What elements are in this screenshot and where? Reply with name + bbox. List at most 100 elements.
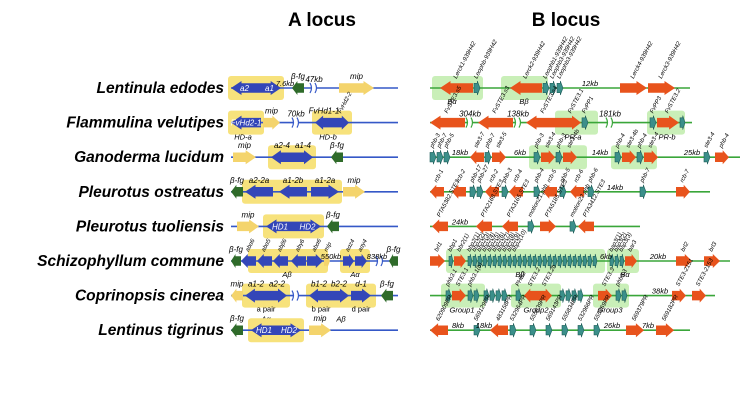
scaffold-break bbox=[291, 117, 300, 128]
locus-annotation: Aα bbox=[349, 270, 360, 279]
gene-label: PTA5185.STE3 bbox=[544, 179, 569, 219]
gene-arrow bbox=[452, 184, 466, 199]
gene-arrow bbox=[569, 219, 577, 234]
gene-arrow bbox=[565, 288, 572, 303]
gene-blue: a2-4 bbox=[271, 141, 293, 165]
locus-annotation: 14kb bbox=[607, 183, 623, 192]
gene-arrow bbox=[657, 115, 679, 130]
locus-annotation: Bβ bbox=[515, 270, 525, 279]
gene-label: HD1 bbox=[256, 326, 272, 335]
gene-arrow bbox=[440, 81, 473, 95]
gene-label: rcb-6 bbox=[573, 168, 585, 183]
gene-arrow bbox=[277, 323, 301, 338]
gene-small bbox=[532, 253, 538, 269]
gene-mip: mip bbox=[343, 176, 365, 199]
gene-arrow bbox=[454, 254, 466, 268]
gene-arrow bbox=[237, 219, 259, 234]
species-row: Pleurotus ostreatus β-fg a2-2a a1-2b a1-2a mi… bbox=[78, 164, 710, 204]
gene-label: d-1 bbox=[355, 280, 367, 289]
break-distance-label: 47kb bbox=[305, 75, 323, 84]
gene-arrow bbox=[233, 150, 256, 165]
gene-label: HD2 bbox=[299, 222, 316, 231]
gene-arrow bbox=[572, 253, 578, 269]
gene-label: bar3 bbox=[627, 239, 638, 253]
gene-arrow bbox=[549, 80, 557, 96]
gene-arrow bbox=[381, 288, 393, 303]
gene-arrow bbox=[311, 184, 339, 199]
species-name: Lentinus tigrinus bbox=[98, 322, 224, 339]
locus-annotation: PR-a bbox=[564, 133, 581, 142]
gene-blue: a1-2b bbox=[279, 176, 307, 199]
a-locus-header: A locus bbox=[288, 10, 356, 31]
gene-arrow bbox=[542, 253, 548, 269]
gene-label: β-fg bbox=[229, 176, 244, 185]
gene-label: β-fg bbox=[386, 245, 401, 254]
locus-annotation: a pair bbox=[257, 305, 276, 314]
gene-label: a1 bbox=[265, 84, 274, 93]
locus-annotation: Bα bbox=[447, 97, 457, 106]
locus-annotation: HD-b bbox=[319, 133, 337, 142]
gene-label: brl2 bbox=[680, 241, 690, 253]
gene-red: ste3-7 bbox=[470, 131, 487, 165]
gene-red: brl1 bbox=[430, 241, 445, 268]
gene-blue: a1-4 bbox=[293, 141, 313, 165]
gene-arrow bbox=[331, 150, 343, 165]
gene-label: FvHd2-1 bbox=[231, 119, 262, 128]
locus-annotation: 12kb bbox=[582, 79, 598, 88]
species-row: Lentinula edodes 47kb a2 a1 β-fg mip 7.6kb Lerc… bbox=[97, 36, 690, 106]
gene-arrow bbox=[485, 184, 499, 199]
gene-arrow bbox=[593, 323, 601, 338]
gene-label: a1-2a bbox=[315, 176, 336, 185]
locus-annotation: 838kb bbox=[367, 252, 387, 261]
gene-fg: β-fg bbox=[229, 176, 245, 199]
gene-arrow bbox=[538, 288, 552, 303]
gene-label: β-fg bbox=[290, 72, 305, 81]
locus-annotation: 24kb bbox=[451, 217, 468, 226]
locus-annotation: 20kb bbox=[649, 252, 666, 261]
gene-arrow bbox=[501, 184, 509, 199]
gene-arrow bbox=[512, 253, 518, 269]
gene-arrow bbox=[533, 150, 541, 165]
b-locus-header: B locus bbox=[532, 10, 601, 31]
gene-small bbox=[489, 288, 496, 303]
gene-arrow bbox=[231, 115, 261, 130]
gene-arrow bbox=[467, 288, 474, 303]
gene-arrow bbox=[490, 323, 508, 338]
gene-arrow bbox=[636, 150, 644, 165]
gene-small bbox=[621, 288, 628, 303]
gene-arrow bbox=[267, 288, 287, 303]
gene-label: PTA2168.STE3 bbox=[480, 179, 505, 219]
gene-label: ste3-5 bbox=[495, 131, 508, 149]
gene-small bbox=[483, 288, 490, 303]
gene-small bbox=[501, 288, 508, 303]
gene-blue: a2-2 bbox=[267, 280, 287, 303]
gene-label: Leophb-939H42 bbox=[473, 39, 499, 80]
gene-small bbox=[577, 253, 583, 269]
gene-arrow bbox=[510, 81, 542, 95]
gene-mip: mip bbox=[263, 107, 280, 130]
gene-label: abα6 bbox=[245, 238, 257, 253]
locus-annotation: d pair bbox=[352, 305, 371, 314]
gene-arrow bbox=[273, 254, 288, 268]
gene-small bbox=[565, 288, 572, 303]
gene-blue: aαy4 bbox=[355, 238, 369, 268]
species-name: Flammulina velutipes bbox=[66, 115, 224, 132]
gene-label: a2-2a bbox=[249, 176, 270, 185]
gene-mip: mip bbox=[237, 210, 259, 234]
locus-annotation: 8kb bbox=[452, 321, 464, 330]
gene-fg: β-fg bbox=[325, 210, 341, 234]
gene-label: phb-6 bbox=[587, 167, 600, 185]
locus-annotation: 26kb bbox=[603, 321, 620, 330]
gene-label: brl1 bbox=[434, 241, 444, 253]
gene-arrow bbox=[430, 254, 445, 268]
gene-arrow bbox=[487, 253, 493, 269]
gene-blue: a1 bbox=[258, 81, 281, 95]
gene-arrow bbox=[478, 115, 513, 130]
gene-red: rcb-1 bbox=[430, 169, 445, 199]
gene-arrow bbox=[517, 253, 523, 269]
gene-small bbox=[537, 253, 543, 269]
locus-annotation: b pair bbox=[312, 305, 331, 314]
gene-arrow bbox=[432, 219, 448, 234]
gene-arrow bbox=[470, 150, 484, 165]
gene-arrow bbox=[266, 219, 294, 234]
